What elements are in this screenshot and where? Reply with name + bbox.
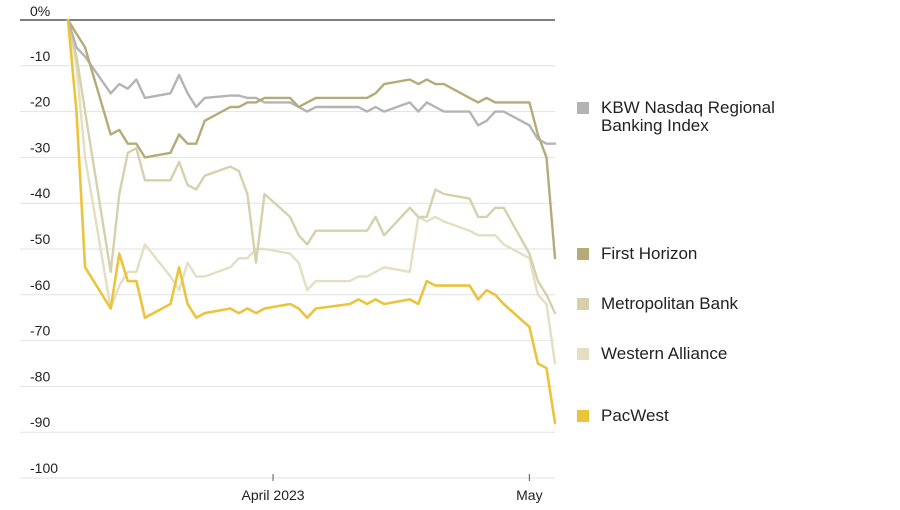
y-tick-label: -60 [30, 277, 50, 293]
legend-swatch-kbw-index [577, 102, 589, 114]
y-tick-label: -20 [30, 94, 50, 110]
legend-label-metropolitan-bank: Metropolitan Bank [601, 294, 739, 313]
series-lines [66, 18, 557, 425]
series-line-first-horizon [66, 18, 557, 260]
legend-item-pacwest: PacWest [577, 407, 791, 425]
y-tick-label: -80 [30, 368, 50, 384]
legend-label-kbw-index: KBW Nasdaq Regional Banking Index [601, 98, 775, 135]
legend-swatch-pacwest [577, 410, 589, 422]
legend-swatch-western-alliance [577, 348, 589, 360]
legend-swatch-metropolitan-bank [577, 298, 589, 310]
legend-item-western-alliance: Western Alliance [577, 345, 791, 363]
x-tick-label: April 2023 [242, 487, 305, 503]
y-tick-label: -40 [30, 185, 50, 201]
legend-item-kbw-index: KBW Nasdaq Regional Banking Index [577, 99, 791, 135]
y-tick-label: 0% [30, 3, 50, 19]
y-tick-label: -50 [30, 231, 50, 247]
legend-item-first-horizon: First Horizon [577, 245, 791, 263]
x-axis: April 2023 May [242, 474, 543, 503]
x-tick-label: May [516, 487, 542, 503]
y-tick-label: -30 [30, 139, 50, 155]
series-line-kbw-nasdaq-regional-banking-index [66, 18, 557, 145]
series-line-pacwest [66, 18, 557, 425]
y-tick-label: -70 [30, 323, 50, 339]
y-tick-label: -100 [30, 460, 58, 476]
legend-swatch-first-horizon [577, 248, 589, 260]
y-tick-label: -90 [30, 414, 50, 430]
legend-label-first-horizon: First Horizon [601, 244, 698, 263]
y-axis-ticks: 0% -10 -20 -30 -40 -50 -60 -70 -80 -90 -100 [30, 3, 58, 476]
legend-label-western-alliance: Western Alliance [601, 344, 728, 363]
legend-item-metropolitan-bank: Metropolitan Bank [577, 295, 791, 313]
series-line-western-alliance [66, 18, 557, 365]
legend-label-pacwest: PacWest [601, 406, 669, 425]
y-tick-label: -10 [30, 48, 50, 64]
series-line-metropolitan-bank [66, 18, 557, 315]
